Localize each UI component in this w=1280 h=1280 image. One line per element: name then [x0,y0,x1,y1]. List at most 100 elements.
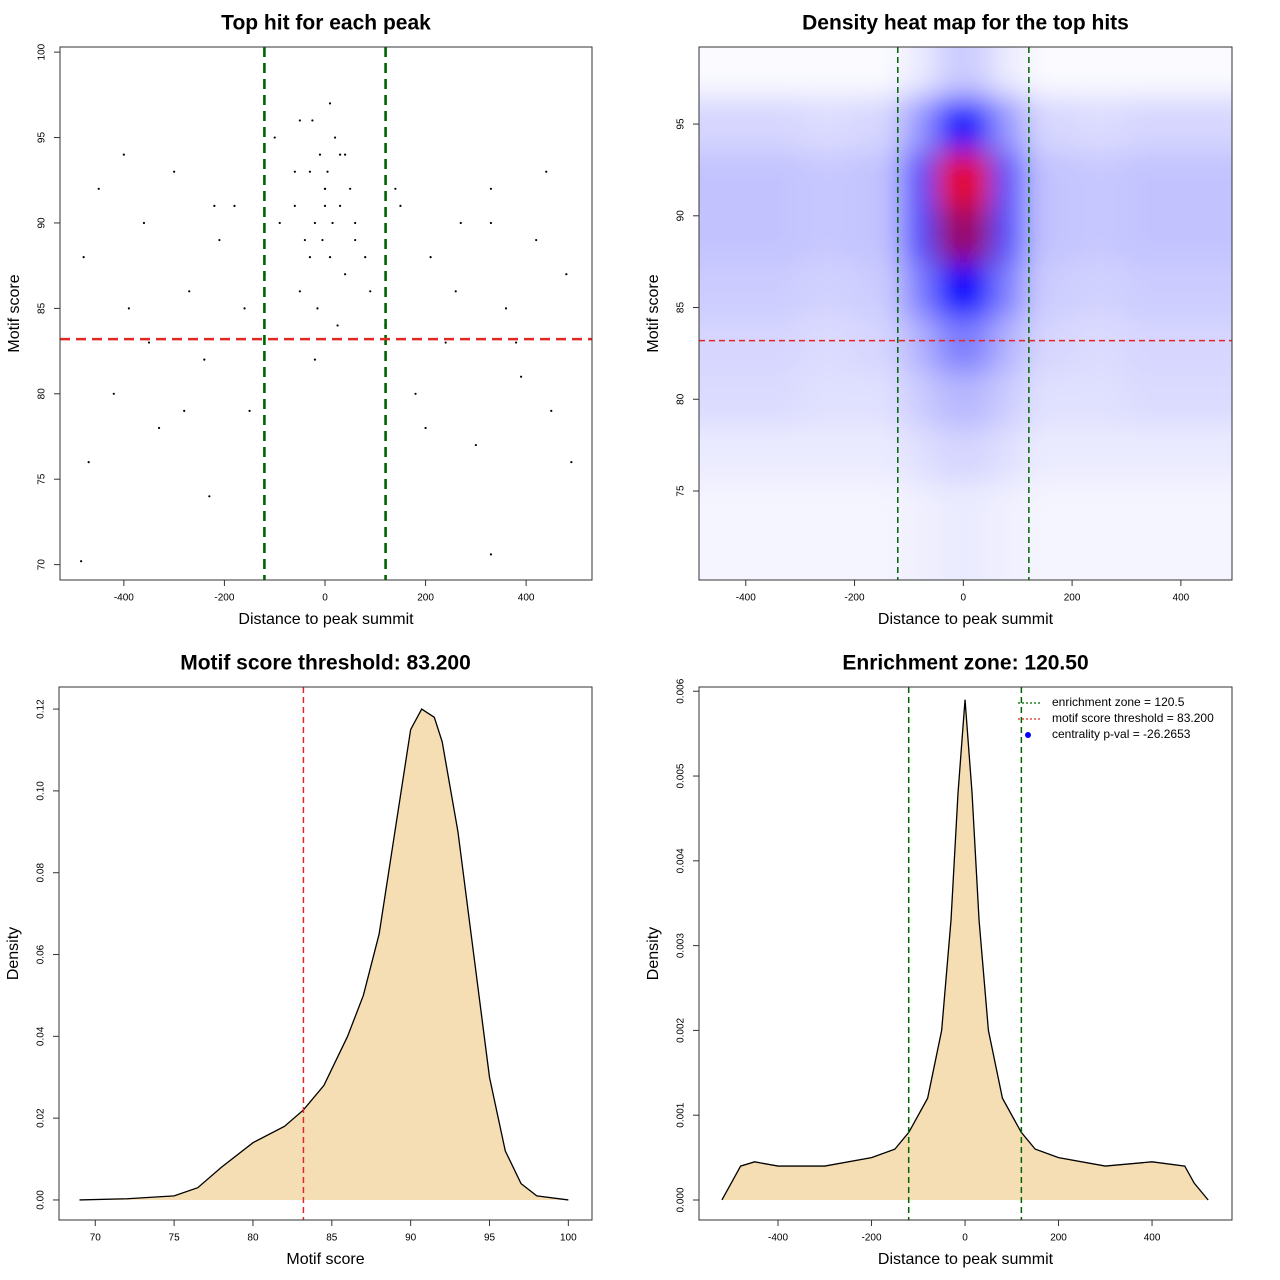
heat-cell [699,96,747,153]
point [82,256,85,259]
point [364,256,367,259]
heat-cell [1072,151,1127,208]
point [157,426,161,430]
heat-cell [854,371,903,428]
y-tick-label: 100 [37,43,48,60]
point [188,290,191,293]
heat-cell [936,96,964,153]
heat-cell [990,206,1026,263]
y-tick-label: 0.10 [36,781,47,801]
point [298,290,301,293]
heat-cell [699,151,747,208]
heat-cell [936,426,964,483]
point [504,307,508,310]
point [394,187,397,190]
heat-cell [1180,481,1232,580]
x-tick-label: -200 [845,593,865,604]
heat-cell [854,206,903,263]
heat-cell [800,261,856,318]
heat-cell [990,151,1026,208]
heat-cell [1126,206,1182,263]
heat-cell [1126,96,1182,153]
heat-cell [1024,371,1073,428]
heat-cell [699,481,747,580]
heat-cell [745,96,801,153]
point [349,187,352,190]
point [313,221,317,225]
point [570,461,573,464]
point [328,256,332,259]
heat-cell [936,151,964,208]
point [326,170,329,173]
heat-cell [963,47,992,98]
plot-frame [58,686,593,1221]
y-tick-label: 90 [37,217,48,229]
x-tick-label: 80 [247,1233,259,1244]
y-tick-label: 0.06 [36,944,47,964]
heat-cell [1072,261,1127,318]
heatmap-cells [699,47,1232,580]
point [474,443,477,447]
x-tick-label: 200 [417,593,434,604]
heat-cell [963,481,992,580]
heat-cell [745,261,801,318]
heat-cell [963,151,992,208]
heat-cell [1072,316,1127,373]
heat-cell [1180,316,1232,373]
heat-cell [1072,426,1127,483]
point [318,153,322,156]
point [344,273,347,276]
heat-cell [800,96,856,153]
point [459,221,462,225]
heat-cell [1180,206,1232,263]
x-tick-label: 200 [1064,593,1081,604]
heat-cell [1024,206,1073,263]
heat-cell [963,261,992,318]
heat-cell [936,261,964,318]
heat-cell [902,481,937,580]
heat-cell [699,261,747,318]
heat-cell [902,261,937,318]
heat-cell [963,206,992,263]
x-tick-label: 75 [169,1233,181,1244]
point [316,307,319,310]
heat-cell [963,371,992,428]
point [344,153,347,156]
x-tick-label: 0 [322,593,328,604]
x-tick-label: 400 [1144,1233,1161,1244]
point [122,153,125,156]
point [550,409,553,412]
point [333,136,337,139]
heat-cell [1126,261,1182,318]
legend-label: enrichment zone = 120.5 [1052,695,1185,709]
density-line [79,708,569,1201]
point [354,238,357,242]
heat-cell [936,316,964,373]
heat-cell [902,151,937,208]
heat-cell [1024,47,1073,98]
point [293,204,296,207]
point [308,256,312,259]
heat-cell [1126,47,1182,98]
y-tick-label: 75 [37,473,48,485]
point [218,238,221,242]
heat-cell [800,316,856,373]
x-axis-label: Distance to peak summit [238,611,414,628]
point [454,290,457,293]
y-tick-label: 0.02 [36,1108,47,1128]
point [369,290,372,293]
y-tick-label: 0.003 [676,933,687,958]
x-tick-label: 400 [1173,593,1190,604]
point [336,324,339,327]
y-tick-label: 0.001 [676,1102,687,1127]
heat-cell [854,426,903,483]
point [97,187,100,190]
heat-cell [1072,96,1127,153]
point [80,560,83,563]
heat-cell [990,481,1026,580]
heat-cell [963,316,992,373]
y-tick-label: 80 [37,388,48,400]
point [489,553,493,556]
heat-cell [1024,481,1073,580]
heat-cell [854,481,903,580]
